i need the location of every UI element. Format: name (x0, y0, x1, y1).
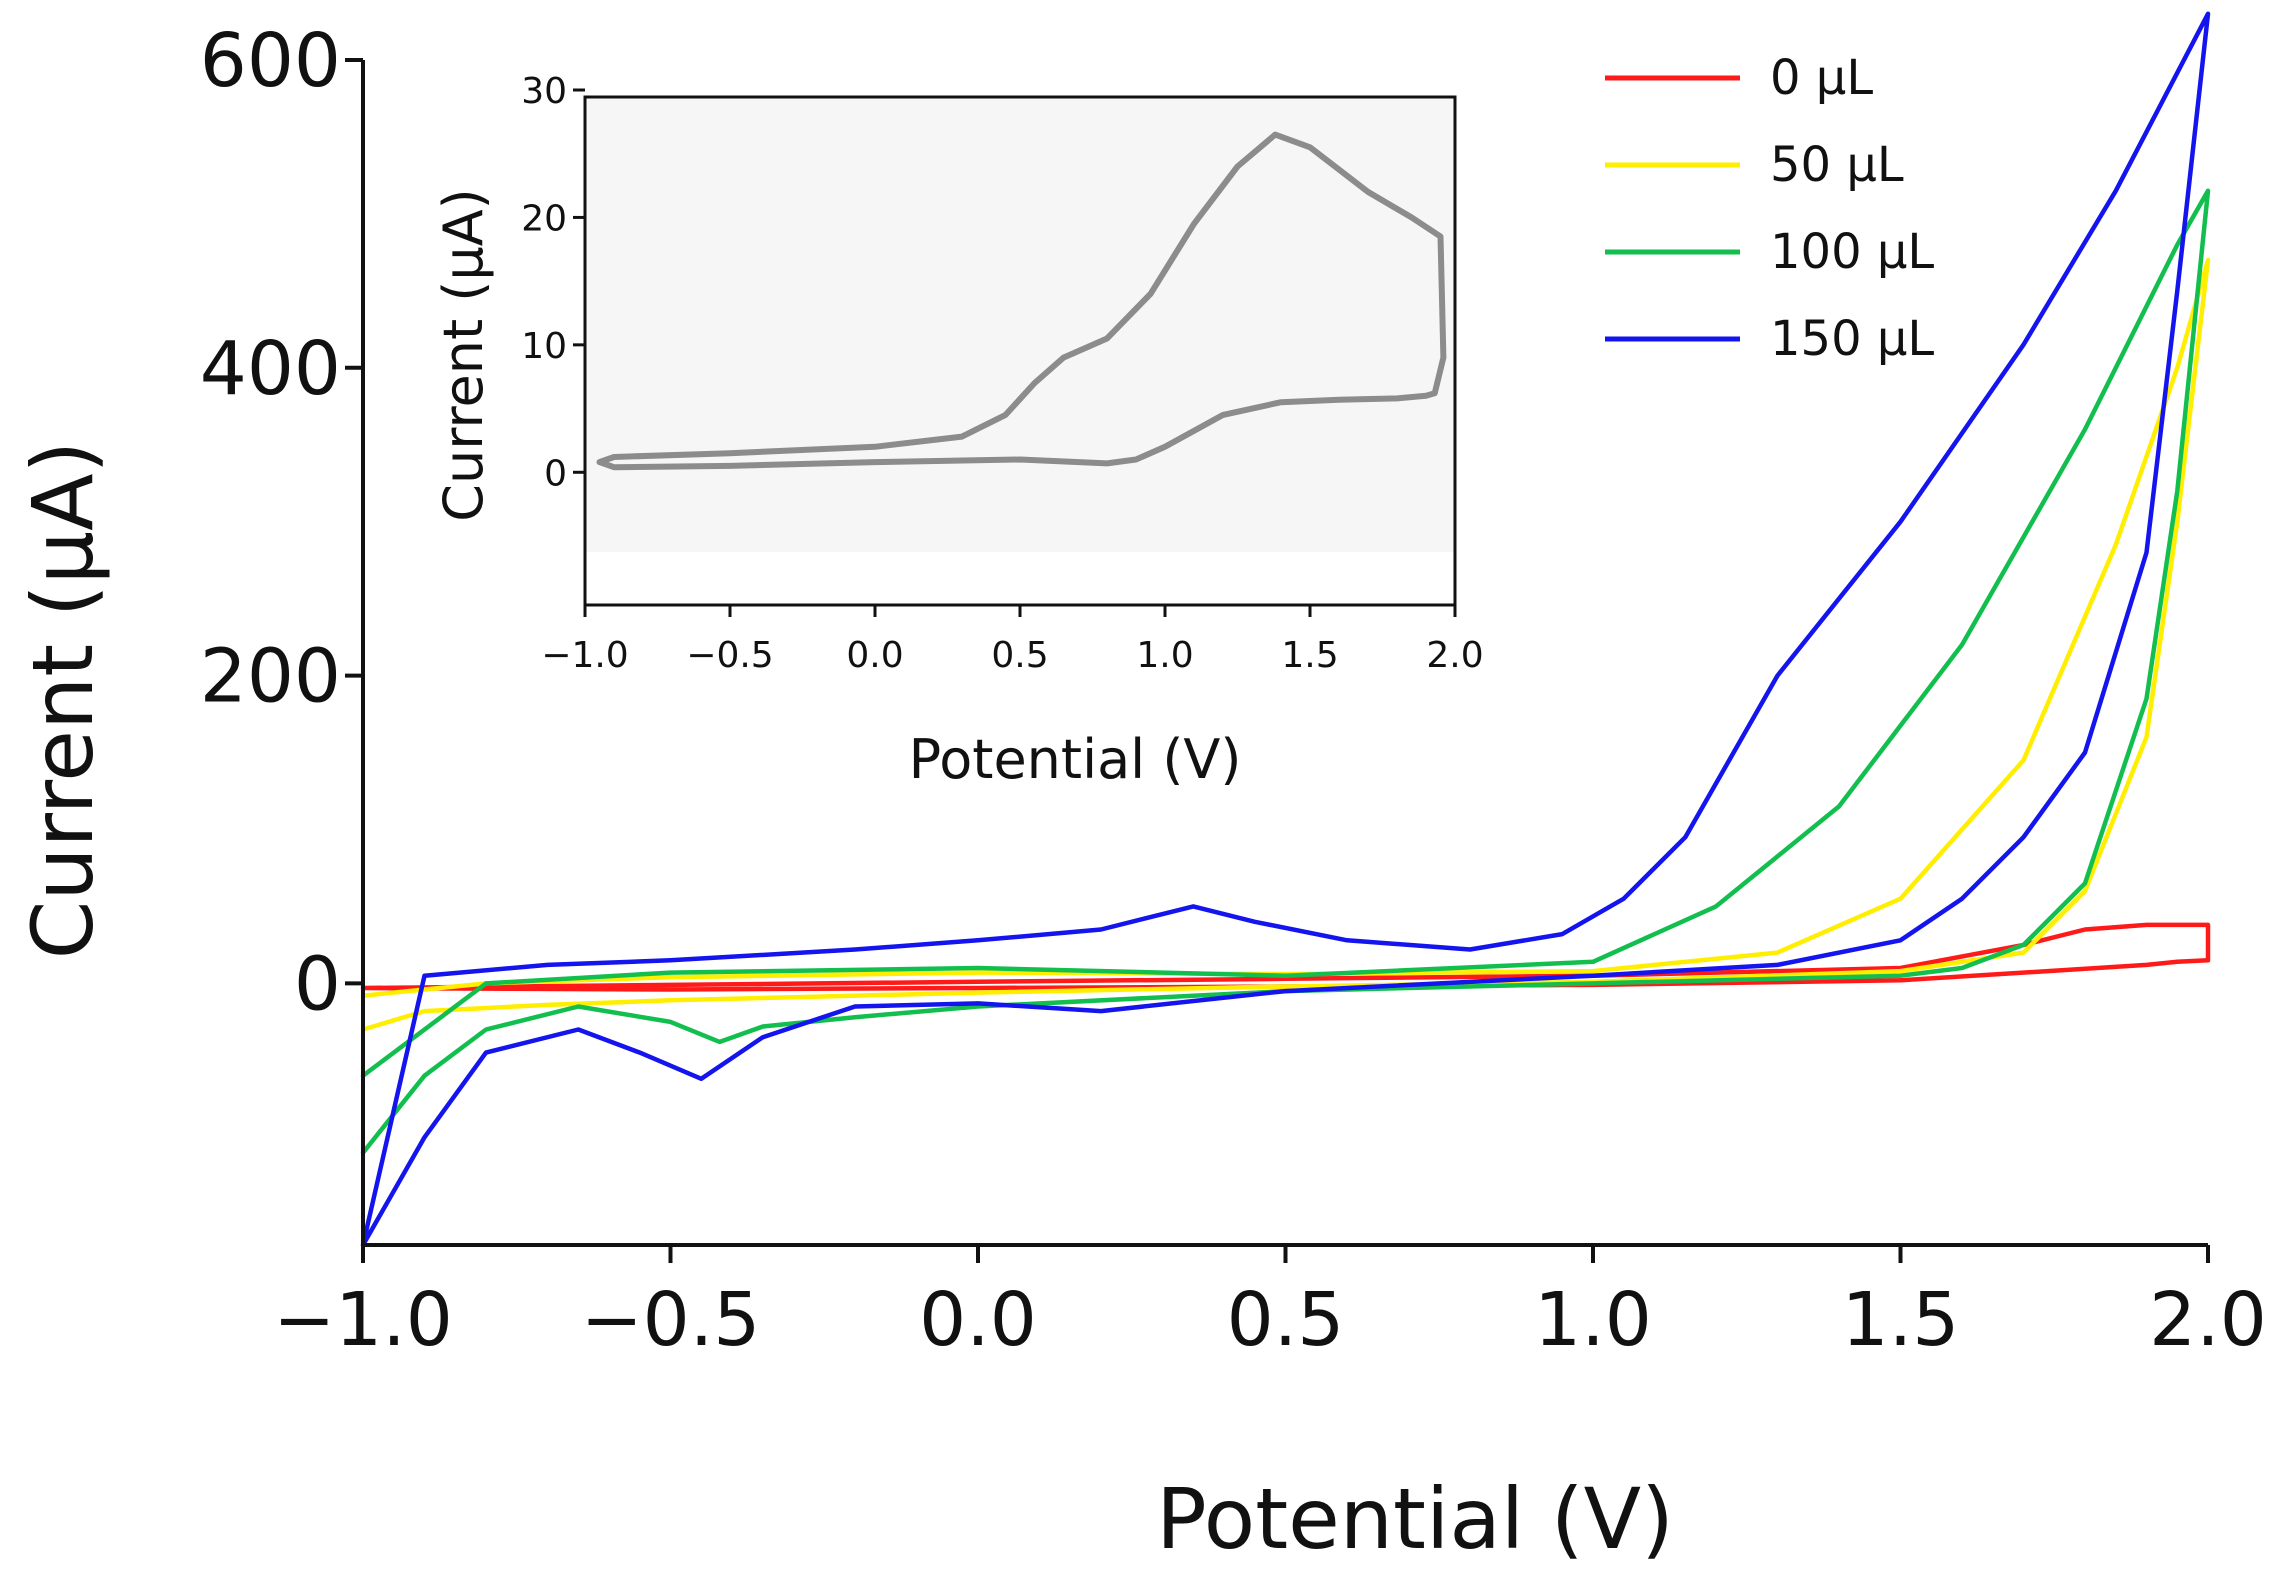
main-x-tick-label: 1.5 (1842, 1277, 1960, 1363)
inset-x-tick-label: −0.5 (686, 635, 773, 676)
main-x-axis-title: Potential (V) (1156, 1470, 1674, 1568)
main-y-ticks: 0 200 400 600 (200, 18, 363, 1027)
main-x-tick-label: 1.0 (1534, 1277, 1652, 1363)
main-y-axis-title: Current (μA) (14, 441, 112, 960)
main-x-tick-label: 0.0 (919, 1277, 1037, 1363)
inset-plot-background (585, 97, 1455, 552)
inset-series-line-0 (596, 131, 1447, 471)
main-x-tick-label: −0.5 (581, 1277, 761, 1363)
main-x-ticks: −1.0 −0.5 0.0 0.5 1.0 1.5 2.0 (273, 1245, 2267, 1363)
main-series-group (360, 11, 2211, 1248)
inset-x-tick-label: −1.0 (541, 635, 628, 676)
inset-x-tick-label: 1.0 (1136, 635, 1193, 676)
main-y-tick-label: 600 (200, 18, 341, 104)
main-y-tick-label: 400 (200, 326, 341, 412)
main-series-line-150L (360, 11, 2211, 1248)
inset-x-axis-title: Potential (V) (909, 728, 1242, 791)
main-y-tick-label: 200 (200, 634, 341, 720)
legend-label-100ul: 100 μL (1770, 224, 1934, 280)
inset-x-tick-label: 2.0 (1426, 635, 1483, 676)
main-x-tick-label: 0.5 (1227, 1277, 1345, 1363)
inset-x-ticks: −1.0 −0.5 0.0 0.5 1.0 1.5 2.0 (541, 605, 1484, 676)
inset-plot: −1.0 −0.5 0.0 0.5 1.0 1.5 2.0 0 10 20 30 Potentia… (432, 71, 1484, 791)
legend-label-50ul: 50 μL (1770, 137, 1904, 193)
inset-y-tick-label: 30 (521, 71, 567, 112)
inset-y-axis-title: Current (μA) (432, 188, 495, 521)
main-x-tick-label: −1.0 (273, 1277, 453, 1363)
inset-y-tick-label: 20 (521, 198, 567, 239)
main-y-tick-label: 0 (294, 941, 341, 1027)
main-x-tick-label: 2.0 (2149, 1277, 2267, 1363)
main-series-line-100L (360, 188, 2211, 1155)
legend-label-150ul: 150 μL (1770, 311, 1934, 367)
inset-x-tick-label: 0.5 (991, 635, 1048, 676)
inset-x-tick-label: 1.5 (1281, 635, 1338, 676)
inset-y-ticks: 0 10 20 30 (521, 71, 585, 494)
legend: 0 μL 50 μL 100 μL 150 μL (1605, 50, 1934, 367)
legend-label-0ul: 0 μL (1770, 50, 1873, 106)
inset-y-tick-label: 0 (544, 453, 567, 494)
inset-y-tick-label: 10 (521, 326, 567, 367)
inset-x-tick-label: 0.0 (846, 635, 903, 676)
inset-series-group (596, 131, 1447, 471)
